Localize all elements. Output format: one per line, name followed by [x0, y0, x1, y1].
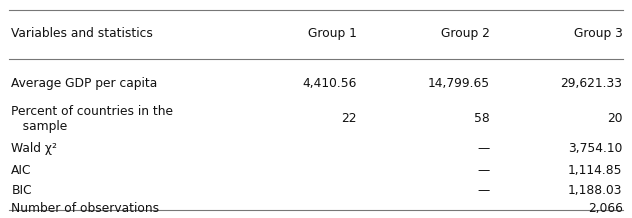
Text: 20: 20 [607, 112, 623, 125]
Text: 29,621.33: 29,621.33 [561, 77, 623, 90]
Text: —: — [478, 184, 490, 197]
Text: —: — [478, 164, 490, 177]
Text: Group 1: Group 1 [308, 27, 357, 40]
Text: Average GDP per capita: Average GDP per capita [11, 77, 157, 90]
Text: Group 3: Group 3 [574, 27, 623, 40]
Text: 4,410.56: 4,410.56 [303, 77, 357, 90]
Text: 22: 22 [341, 112, 357, 125]
Text: —: — [478, 142, 490, 155]
Text: 14,799.65: 14,799.65 [428, 77, 490, 90]
Text: 3,754.10: 3,754.10 [568, 142, 623, 155]
Text: Number of observations: Number of observations [11, 202, 159, 215]
Text: Group 2: Group 2 [441, 27, 490, 40]
Text: BIC: BIC [11, 184, 32, 197]
Text: Percent of countries in the
   sample: Percent of countries in the sample [11, 105, 173, 133]
Text: 2,066: 2,066 [588, 202, 623, 215]
Text: 58: 58 [474, 112, 490, 125]
Text: 1,188.03: 1,188.03 [568, 184, 623, 197]
Text: Wald χ²: Wald χ² [11, 142, 58, 155]
Text: AIC: AIC [11, 164, 32, 177]
Text: Variables and statistics: Variables and statistics [11, 27, 153, 40]
Text: 1,114.85: 1,114.85 [568, 164, 623, 177]
